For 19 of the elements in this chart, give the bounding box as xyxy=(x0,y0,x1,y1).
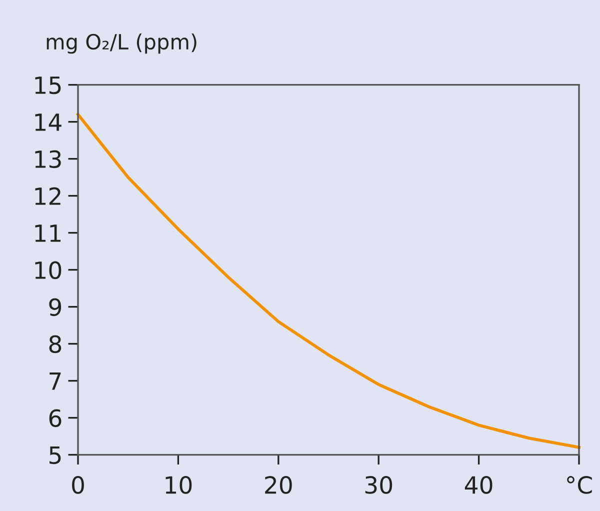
x-tick-label: 30 xyxy=(365,476,392,494)
y-tick-label: 5 xyxy=(50,446,61,464)
y-tick-label: 13 xyxy=(35,150,61,168)
y-tick-label: 10 xyxy=(35,261,62,280)
y-tick-label: 11 xyxy=(35,224,61,242)
x-tick-label: 10 xyxy=(166,476,192,494)
x-tick-label: °C xyxy=(567,476,592,494)
x-tick-label: 20 xyxy=(265,476,292,494)
y-tick-label: 14 xyxy=(35,114,62,131)
y-tick-label: 7 xyxy=(50,372,61,390)
line-series xyxy=(76,112,581,449)
y-axis-title: mg O₂/L (ppm) xyxy=(46,34,196,54)
y-tick-label: 8 xyxy=(49,335,62,354)
y-tick-label: 12 xyxy=(35,187,60,205)
y-tick-label: 9 xyxy=(49,298,62,316)
y-tick-label: 15 xyxy=(35,76,61,94)
y-tick-label: 6 xyxy=(49,409,62,428)
x-tick-label: 40 xyxy=(464,476,492,494)
x-tick-label: 0 xyxy=(72,476,84,494)
